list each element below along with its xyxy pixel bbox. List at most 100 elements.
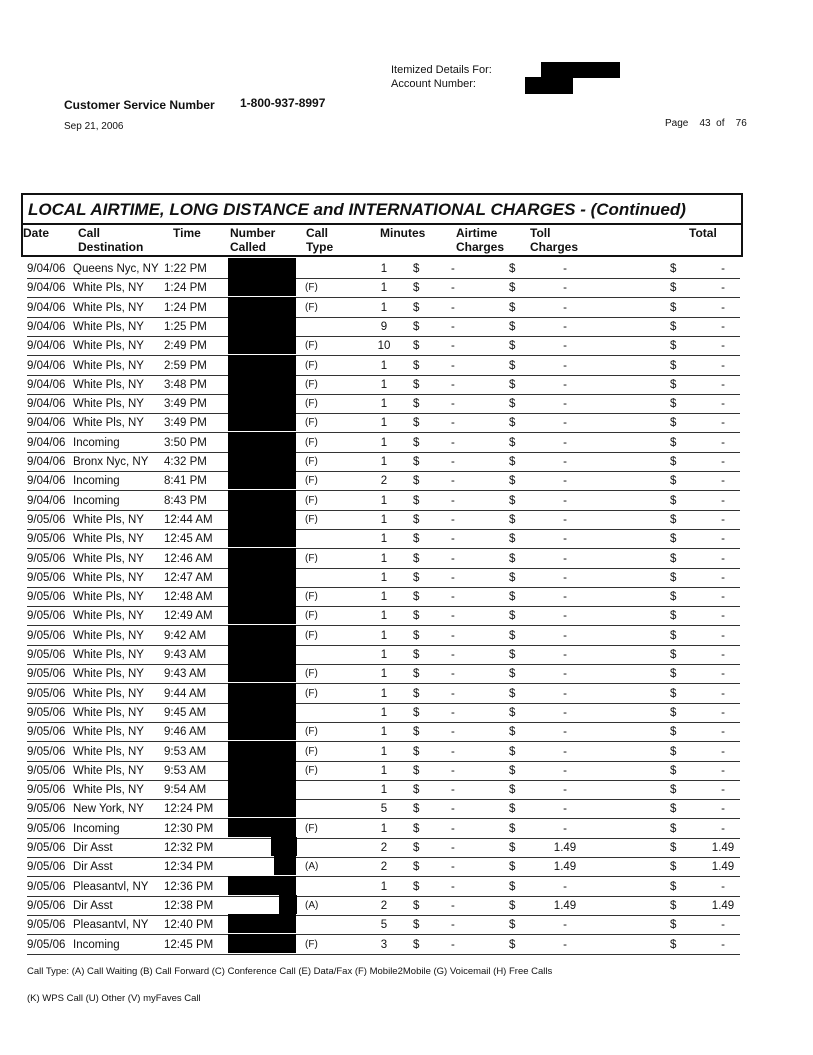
- total-currency: $: [670, 668, 677, 681]
- cell-toll: -: [563, 398, 567, 411]
- cell-minutes: 5: [380, 919, 388, 932]
- airtime-currency: $: [413, 610, 420, 623]
- cell-toll: -: [563, 687, 567, 700]
- cell-minutes: 1: [380, 456, 388, 468]
- cell-destination: White Pls, NY: [73, 552, 144, 565]
- cell-destination: White Pls, NY: [73, 301, 144, 314]
- cell-time: 8:43 PM: [164, 494, 207, 507]
- cell-destination: White Pls, NY: [73, 726, 144, 739]
- total-currency: $: [670, 880, 677, 893]
- airtime-currency: $: [413, 687, 420, 700]
- cell-date: 9/05/06: [27, 880, 66, 893]
- cell-date: 9/05/06: [27, 571, 66, 584]
- cell-total: -: [721, 629, 725, 642]
- table-row: 9/04/06 Incoming 8:43 PM (F) 1 $ - $ - $ -: [27, 489, 740, 511]
- cell-time: 9:53 AM: [164, 745, 207, 758]
- airtime-currency: $: [413, 591, 420, 604]
- page-total: 76: [735, 118, 747, 129]
- cell-date: 9/05/06: [27, 610, 66, 623]
- cell-time: 9:44 AM: [164, 687, 207, 700]
- toll-currency: $: [509, 320, 516, 333]
- toll-currency: $: [509, 610, 516, 623]
- total-currency: $: [670, 842, 677, 854]
- airtime-currency: $: [413, 571, 420, 584]
- cell-airtime: -: [451, 726, 455, 739]
- total-currency: $: [670, 494, 677, 507]
- toll-currency: $: [509, 591, 516, 604]
- cell-destination: White Pls, NY: [73, 378, 144, 391]
- cell-destination: Dir Asst: [73, 842, 113, 854]
- airtime-currency: $: [413, 378, 420, 391]
- cell-destination: Incoming: [73, 938, 120, 951]
- toll-currency: $: [509, 533, 516, 546]
- cell-total: -: [721, 784, 725, 797]
- cell-toll: -: [563, 301, 567, 314]
- redacted-number-called: [228, 914, 296, 934]
- cell-destination: White Pls, NY: [73, 359, 144, 372]
- redacted-number-called: [228, 489, 296, 509]
- redacted-number-called: [228, 258, 296, 277]
- cell-time: 12:46 AM: [164, 552, 213, 565]
- cell-airtime: -: [451, 456, 455, 468]
- airtime-currency: $: [413, 861, 420, 874]
- cell-date: 9/05/06: [27, 919, 66, 932]
- total-currency: $: [670, 475, 677, 488]
- total-currency: $: [670, 822, 677, 835]
- table-row: 9/04/06 White Pls, NY 1:24 PM (F) 1 $ - $ - $ -: [27, 277, 740, 299]
- cell-time: 12:44 AM: [164, 513, 213, 526]
- toll-currency: $: [509, 378, 516, 391]
- cell-total: -: [721, 745, 725, 758]
- cell-call-type: (F): [305, 456, 318, 467]
- cell-total: -: [721, 282, 725, 295]
- cell-minutes: 1: [380, 629, 388, 642]
- airtime-currency: $: [413, 880, 420, 893]
- cell-call-type: (A): [305, 899, 319, 911]
- toll-currency: $: [509, 513, 516, 526]
- table-row: 9/04/06 Bronx Nyc, NY 4:32 PM (F) 1 $ - $ - $ -: [27, 451, 740, 472]
- cell-total: -: [721, 668, 725, 681]
- cell-time: 9:45 AM: [164, 706, 207, 719]
- cell-date: 9/05/06: [27, 649, 66, 661]
- table-header-box: LOCAL AIRTIME, LONG DISTANCE and INTERNA…: [21, 193, 743, 257]
- cell-destination: New York, NY: [73, 803, 144, 816]
- cell-destination: Queens Nyc, NY: [73, 263, 159, 275]
- page-num: 43: [699, 118, 711, 129]
- cell-toll: -: [563, 726, 567, 739]
- cell-toll: -: [563, 803, 567, 816]
- cell-call-type: (F): [305, 764, 318, 776]
- table-row: 9/04/06 Incoming 8:41 PM (F) 2 $ - $ - $ -: [27, 470, 740, 492]
- toll-currency: $: [509, 938, 516, 951]
- cell-airtime: -: [451, 378, 455, 391]
- cell-destination: White Pls, NY: [73, 282, 144, 295]
- total-currency: $: [670, 629, 677, 642]
- cell-destination: White Pls, NY: [73, 629, 144, 642]
- airtime-currency: $: [413, 533, 420, 546]
- cell-airtime: -: [451, 861, 455, 874]
- cell-minutes: 1: [380, 378, 388, 391]
- cell-toll: -: [563, 417, 567, 430]
- redacted-number-called: [228, 315, 296, 335]
- cell-time: 1:25 PM: [164, 320, 207, 333]
- cell-minutes: 1: [380, 668, 388, 681]
- cell-total: -: [721, 359, 725, 372]
- cell-total: -: [721, 301, 725, 314]
- cell-call-type: (A): [305, 861, 319, 873]
- cell-minutes: 1: [380, 784, 388, 797]
- total-currency: $: [670, 649, 677, 661]
- airtime-currency: $: [413, 340, 420, 353]
- cell-toll: -: [563, 359, 567, 372]
- cell-minutes: 1: [380, 571, 388, 584]
- total-currency: $: [670, 938, 677, 951]
- col-minutes: Minutes: [380, 226, 426, 240]
- cell-destination: Incoming: [73, 494, 120, 507]
- cell-time: 12:48 AM: [164, 591, 213, 604]
- cell-airtime: -: [451, 591, 455, 604]
- cell-airtime: -: [451, 359, 455, 372]
- cell-time: 12:45 AM: [164, 533, 213, 546]
- airtime-currency: $: [413, 301, 420, 314]
- redacted-number-called: [228, 586, 296, 606]
- airtime-currency: $: [413, 494, 420, 507]
- cell-airtime: -: [451, 745, 455, 758]
- col-air-1: Airtime: [456, 226, 498, 240]
- cell-total: -: [721, 822, 725, 835]
